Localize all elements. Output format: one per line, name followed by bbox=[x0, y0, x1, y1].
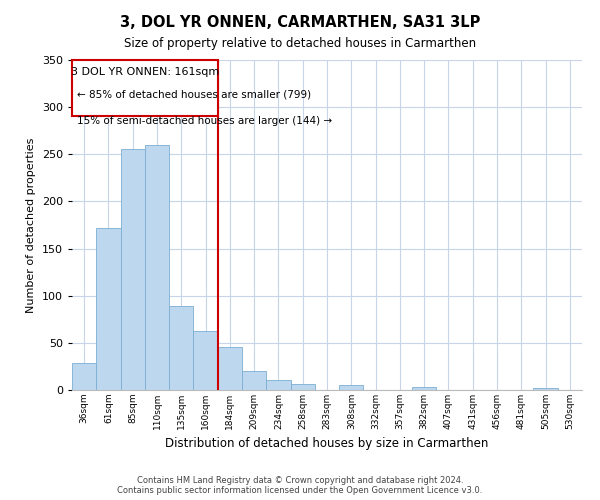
X-axis label: Distribution of detached houses by size in Carmarthen: Distribution of detached houses by size … bbox=[166, 438, 488, 450]
Text: 3 DOL YR ONNEN: 161sqm: 3 DOL YR ONNEN: 161sqm bbox=[71, 66, 219, 76]
Y-axis label: Number of detached properties: Number of detached properties bbox=[26, 138, 36, 312]
Text: 3, DOL YR ONNEN, CARMARTHEN, SA31 3LP: 3, DOL YR ONNEN, CARMARTHEN, SA31 3LP bbox=[120, 15, 480, 30]
Bar bbox=[218, 346, 242, 390]
Bar bbox=[266, 380, 290, 390]
Text: ← 85% of detached houses are smaller (799): ← 85% of detached houses are smaller (79… bbox=[77, 90, 311, 100]
Bar bbox=[145, 145, 169, 390]
Bar bbox=[72, 362, 96, 390]
Text: Contains HM Land Registry data © Crown copyright and database right 2024.
Contai: Contains HM Land Registry data © Crown c… bbox=[118, 476, 482, 495]
Bar bbox=[339, 386, 364, 390]
FancyBboxPatch shape bbox=[72, 60, 218, 116]
Bar bbox=[242, 371, 266, 390]
Bar bbox=[412, 387, 436, 390]
Bar bbox=[121, 148, 145, 390]
Bar bbox=[290, 384, 315, 390]
Bar bbox=[533, 388, 558, 390]
Bar bbox=[96, 228, 121, 390]
Bar bbox=[193, 330, 218, 390]
Text: Size of property relative to detached houses in Carmarthen: Size of property relative to detached ho… bbox=[124, 38, 476, 51]
Text: 15% of semi-detached houses are larger (144) →: 15% of semi-detached houses are larger (… bbox=[77, 116, 332, 126]
Bar bbox=[169, 306, 193, 390]
